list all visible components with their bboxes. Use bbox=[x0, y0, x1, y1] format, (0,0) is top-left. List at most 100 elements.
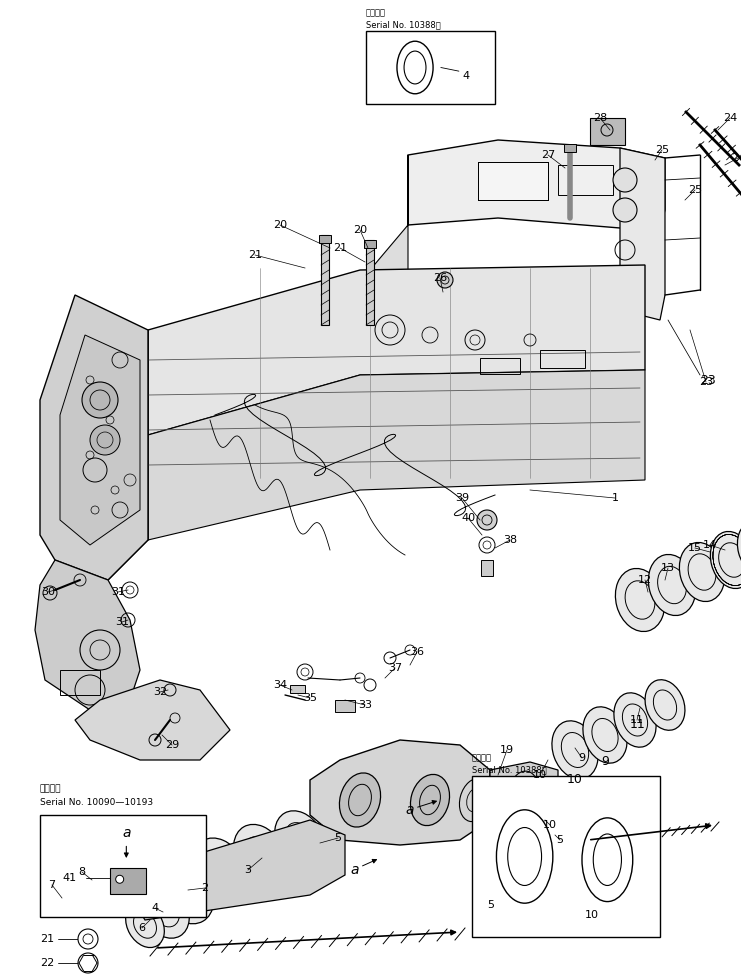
Text: a: a bbox=[350, 863, 359, 877]
Ellipse shape bbox=[615, 569, 665, 631]
Text: 1: 1 bbox=[611, 493, 619, 503]
Text: 39: 39 bbox=[455, 493, 469, 503]
Circle shape bbox=[613, 168, 637, 192]
Text: 5: 5 bbox=[334, 833, 342, 843]
Text: 40: 40 bbox=[461, 513, 475, 523]
Text: 21: 21 bbox=[248, 250, 262, 260]
Ellipse shape bbox=[648, 555, 696, 616]
Text: 9: 9 bbox=[579, 753, 585, 763]
Text: 31: 31 bbox=[115, 617, 129, 627]
Polygon shape bbox=[75, 680, 230, 760]
Text: 10: 10 bbox=[585, 910, 599, 919]
Polygon shape bbox=[60, 335, 140, 545]
Text: 7: 7 bbox=[48, 880, 56, 890]
Text: 41: 41 bbox=[63, 873, 77, 883]
Text: 10: 10 bbox=[543, 820, 557, 830]
Text: 32: 32 bbox=[153, 687, 167, 697]
Text: 38: 38 bbox=[503, 535, 517, 545]
Text: a: a bbox=[122, 827, 130, 840]
Text: 21: 21 bbox=[40, 934, 54, 944]
Bar bbox=[540, 350, 585, 368]
Ellipse shape bbox=[737, 521, 741, 575]
Ellipse shape bbox=[583, 706, 627, 763]
Text: 通用号码: 通用号码 bbox=[40, 784, 62, 793]
Ellipse shape bbox=[411, 775, 450, 826]
Bar bbox=[110, 868, 146, 894]
Ellipse shape bbox=[156, 856, 214, 924]
Circle shape bbox=[90, 425, 120, 455]
Text: 9: 9 bbox=[601, 755, 609, 768]
Ellipse shape bbox=[645, 680, 685, 730]
Bar bbox=[472, 776, 660, 937]
Text: 2: 2 bbox=[202, 883, 208, 893]
Polygon shape bbox=[130, 820, 345, 920]
Ellipse shape bbox=[126, 903, 165, 948]
Text: 13: 13 bbox=[661, 563, 675, 573]
Ellipse shape bbox=[552, 721, 598, 780]
Polygon shape bbox=[490, 762, 558, 820]
Circle shape bbox=[78, 953, 98, 973]
Polygon shape bbox=[108, 330, 148, 580]
Text: 24: 24 bbox=[723, 113, 737, 123]
Bar bbox=[564, 144, 576, 152]
Text: 11: 11 bbox=[630, 715, 644, 725]
Text: 4: 4 bbox=[462, 71, 470, 81]
Bar bbox=[60, 670, 100, 695]
Text: 26: 26 bbox=[433, 273, 447, 283]
Bar bbox=[290, 685, 305, 693]
Text: 11: 11 bbox=[630, 718, 646, 731]
Ellipse shape bbox=[141, 882, 189, 938]
Bar bbox=[480, 358, 520, 374]
Text: 22: 22 bbox=[40, 958, 54, 968]
Ellipse shape bbox=[233, 825, 286, 885]
Text: 31: 31 bbox=[111, 587, 125, 597]
Text: 30: 30 bbox=[41, 587, 55, 597]
Ellipse shape bbox=[711, 531, 741, 588]
Circle shape bbox=[477, 510, 497, 530]
Text: 3: 3 bbox=[245, 865, 251, 875]
Text: 23: 23 bbox=[699, 377, 713, 387]
Polygon shape bbox=[370, 155, 408, 340]
Bar bbox=[321, 235, 329, 325]
Polygon shape bbox=[35, 560, 140, 710]
Ellipse shape bbox=[275, 811, 325, 870]
Text: 通用号码: 通用号码 bbox=[366, 8, 386, 17]
Text: 12: 12 bbox=[638, 575, 652, 585]
Text: 21: 21 bbox=[333, 243, 347, 253]
Bar bbox=[558, 165, 613, 195]
Text: 27: 27 bbox=[541, 150, 555, 160]
Text: 10: 10 bbox=[533, 770, 547, 780]
Polygon shape bbox=[408, 140, 665, 230]
Text: 23: 23 bbox=[700, 373, 716, 387]
Bar bbox=[364, 240, 376, 248]
Bar bbox=[319, 235, 331, 243]
Text: Serial No. 10090—10193: Serial No. 10090—10193 bbox=[40, 798, 153, 807]
Text: 20: 20 bbox=[273, 220, 287, 230]
Text: 28: 28 bbox=[593, 113, 607, 123]
Bar bbox=[481, 560, 493, 576]
Ellipse shape bbox=[582, 818, 633, 902]
Bar bbox=[335, 700, 355, 712]
Text: 24: 24 bbox=[731, 153, 741, 163]
Text: 19: 19 bbox=[500, 745, 514, 755]
Text: 4: 4 bbox=[151, 903, 159, 913]
Text: 36: 36 bbox=[410, 647, 424, 657]
Text: Serial No. 10388～: Serial No. 10388～ bbox=[472, 765, 547, 774]
Ellipse shape bbox=[679, 542, 725, 602]
Text: 5: 5 bbox=[556, 835, 563, 845]
Circle shape bbox=[85, 870, 95, 880]
Polygon shape bbox=[590, 118, 625, 145]
Text: 6: 6 bbox=[139, 923, 145, 933]
Circle shape bbox=[613, 198, 637, 222]
Polygon shape bbox=[148, 370, 645, 540]
Text: 5: 5 bbox=[487, 900, 494, 910]
Text: 15: 15 bbox=[688, 543, 702, 553]
Text: 37: 37 bbox=[388, 663, 402, 673]
Bar bbox=[40, 815, 206, 917]
Bar bbox=[366, 240, 374, 325]
Polygon shape bbox=[148, 265, 645, 435]
Bar bbox=[478, 162, 548, 200]
Text: 35: 35 bbox=[303, 693, 317, 703]
Ellipse shape bbox=[614, 693, 656, 747]
Text: 20: 20 bbox=[353, 225, 367, 235]
